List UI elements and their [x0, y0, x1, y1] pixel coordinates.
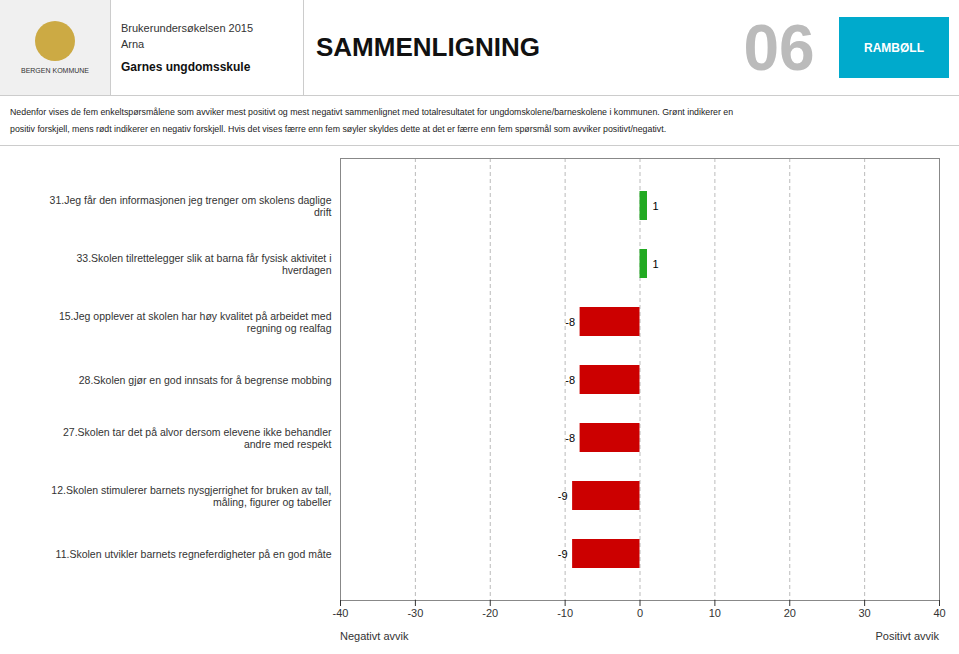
svg-text:40: 40	[933, 607, 945, 619]
svg-text:1: 1	[652, 258, 658, 270]
svg-text:27.Skolen tar det på alvor der: 27.Skolen tar det på alvor dersom eleven…	[63, 426, 332, 450]
html-text:SAMMENLIGNING: SAMMENLIGNING	[316, 32, 540, 62]
svg-text:31.Jeg får den informasjonen j: 31.Jeg får den informasjonen jeg trenger…	[50, 194, 332, 218]
html-text:06: 06	[743, 11, 815, 84]
svg-text:33.Skolen tilrettelegger slik: 33.Skolen tilrettelegger slik at barna f…	[76, 252, 331, 276]
svg-text:20: 20	[784, 607, 796, 619]
svg-text:10: 10	[709, 607, 721, 619]
svg-text:-30: -30	[407, 607, 423, 619]
html-text:Brukerundersøkelsen 2015: Brukerundersøkelsen 2015	[121, 21, 254, 34]
html-text:Arna: Arna	[121, 37, 145, 50]
svg-text:-40: -40	[333, 607, 349, 619]
svg-text:-20: -20	[482, 607, 498, 619]
svg-text:1: 1	[652, 200, 658, 212]
svg-text:-8: -8	[565, 374, 575, 386]
html-text:Nedenfor vises de fem enkeltsp: Nedenfor vises de fem enkeltspørsmålene …	[10, 107, 734, 134]
svg-text:-8: -8	[565, 432, 575, 444]
html-text:Positivt avvik: Positivt avvik	[875, 630, 939, 642]
svg-text:28.Skolen gjør en god innsats: 28.Skolen gjør en god innsats for å begr…	[79, 374, 332, 386]
svg-text:0: 0	[637, 607, 643, 619]
svg-text:-8: -8	[565, 316, 575, 328]
svg-text:15.Jeg opplever at skolen har: 15.Jeg opplever at skolen har høy kvalit…	[59, 310, 332, 334]
svg-text:12.Skolen stimulerer barnets n: 12.Skolen stimulerer barnets nysgjerrigh…	[51, 484, 332, 508]
svg-text:-9: -9	[558, 548, 568, 560]
svg-text:11.Skolen utvikler barnets reg: 11.Skolen utvikler barnets regneferdighe…	[56, 548, 332, 560]
html-text:BERGEN KOMMUNE: BERGEN KOMMUNE	[21, 67, 89, 74]
html-text:RAMBØLL: RAMBØLL	[864, 40, 924, 55]
svg-text:30: 30	[859, 607, 871, 619]
svg-text:-9: -9	[558, 490, 568, 502]
html-text:Garnes ungdomsskule: Garnes ungdomsskule	[121, 59, 251, 74]
svg-text:-10: -10	[557, 607, 573, 619]
html-text:Negativt avvik: Negativt avvik	[340, 630, 409, 642]
